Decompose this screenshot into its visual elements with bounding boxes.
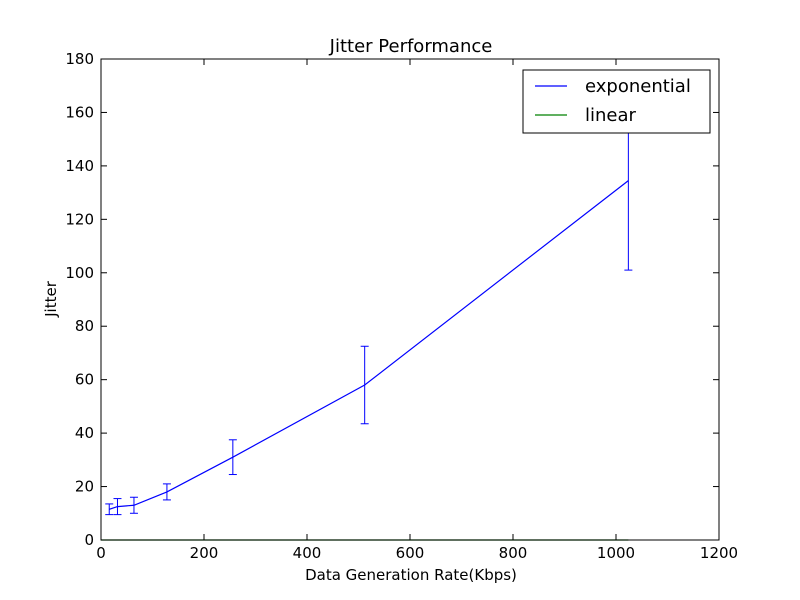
error-bar <box>113 498 122 516</box>
legend-box <box>522 69 711 134</box>
error-bar <box>162 483 171 501</box>
y-tick-label: 80 <box>75 317 94 335</box>
x-axis-label: Data Generation Rate(Kbps) <box>305 566 517 584</box>
x-tick-label: 800 <box>499 544 528 562</box>
legend-label-linear: linear <box>585 105 637 126</box>
x-tick-label: 400 <box>293 544 322 562</box>
y-tick-label: 0 <box>84 531 94 549</box>
legend-label-exponential: exponential <box>585 76 691 97</box>
y-axis-label: Jitter <box>42 280 60 318</box>
x-tick-label: 0 <box>96 544 106 562</box>
error-bar <box>129 496 138 514</box>
x-tick-label: 200 <box>190 544 219 562</box>
error-bar <box>360 345 369 425</box>
y-tick-label: 140 <box>65 157 94 175</box>
y-tick-label: 20 <box>75 478 94 496</box>
x-tick-label: 1200 <box>700 544 738 562</box>
axis-ticks: 0 200 400 600 800 1000 1200 0 20 40 60 80 100 120 140 1… <box>65 50 738 562</box>
x-tick-label: 600 <box>396 544 425 562</box>
y-tick-label: 160 <box>65 103 94 121</box>
legend: exponential linear <box>522 69 711 134</box>
y-tick-label: 120 <box>65 210 94 228</box>
error-bar <box>105 503 114 516</box>
y-tick-label: 60 <box>75 371 94 389</box>
y-tick-label: 180 <box>65 50 94 68</box>
x-tick-label: 1000 <box>597 544 635 562</box>
chart-title: Jitter Performance <box>329 36 493 57</box>
y-tick-label: 40 <box>75 424 94 442</box>
y-tick-label: 100 <box>65 264 94 282</box>
error-bar <box>228 439 237 476</box>
